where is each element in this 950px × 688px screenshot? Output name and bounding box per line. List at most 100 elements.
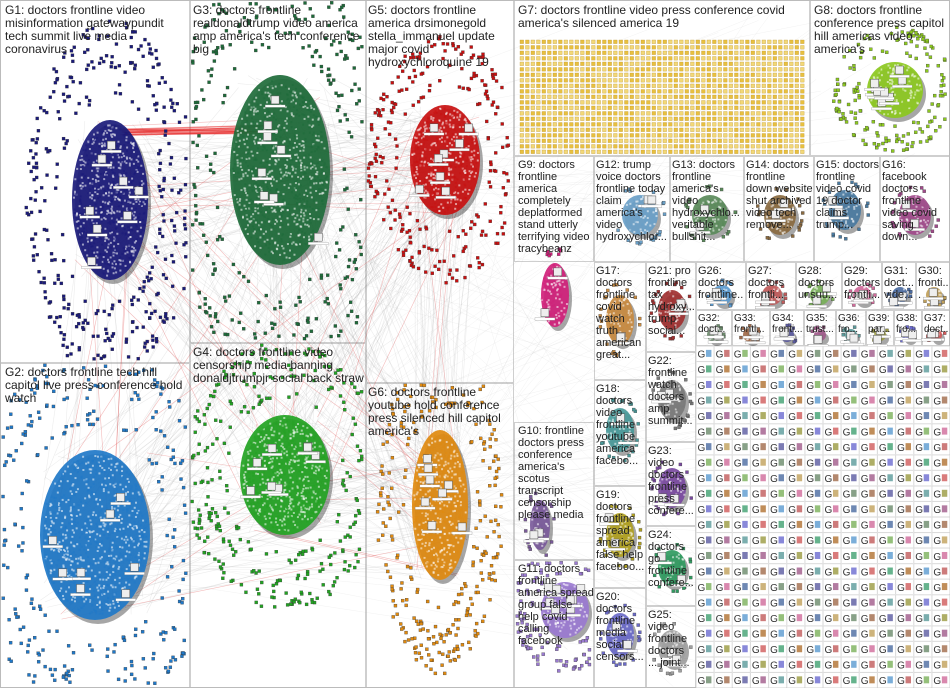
node	[252, 385, 257, 389]
node	[74, 554, 77, 557]
node	[292, 421, 295, 424]
node	[68, 549, 71, 552]
node	[302, 106, 305, 109]
node	[273, 112, 276, 115]
node	[92, 141, 95, 144]
node	[267, 91, 270, 94]
node	[287, 167, 290, 170]
node-avatar	[119, 176, 128, 186]
node	[294, 303, 298, 307]
node	[112, 127, 115, 130]
edge	[88, 102, 677, 498]
node	[292, 146, 295, 149]
node	[197, 291, 201, 295]
node	[74, 584, 77, 587]
node	[278, 439, 281, 442]
node	[113, 252, 116, 255]
node	[34, 175, 39, 180]
node	[97, 462, 100, 465]
node	[171, 260, 176, 264]
node	[101, 586, 104, 589]
node	[283, 484, 286, 487]
node	[249, 547, 253, 551]
node	[129, 672, 134, 677]
node	[294, 171, 297, 174]
edge	[122, 128, 251, 132]
node	[91, 422, 95, 427]
node	[150, 265, 154, 269]
node	[75, 557, 78, 560]
node	[110, 168, 113, 171]
node	[70, 668, 75, 672]
node	[252, 505, 255, 508]
node	[118, 559, 121, 562]
node	[275, 137, 278, 140]
node	[326, 175, 329, 178]
node	[84, 175, 87, 178]
node	[129, 553, 132, 556]
node	[88, 540, 91, 543]
node	[114, 42, 119, 46]
node	[109, 255, 112, 258]
node	[102, 578, 105, 581]
node	[96, 177, 99, 180]
node	[132, 254, 135, 257]
node	[184, 255, 188, 259]
node	[107, 194, 110, 197]
node	[107, 221, 110, 224]
edge	[286, 202, 463, 420]
node	[109, 572, 112, 575]
node	[49, 252, 54, 256]
node	[168, 162, 173, 166]
node	[273, 307, 277, 311]
node	[329, 334, 333, 339]
node	[253, 100, 256, 103]
node	[157, 184, 161, 189]
node	[89, 486, 92, 489]
node	[288, 184, 291, 187]
node	[322, 172, 325, 175]
node	[130, 256, 133, 259]
node	[82, 581, 85, 584]
node	[36, 660, 41, 664]
node	[143, 557, 146, 560]
node	[126, 543, 129, 546]
node	[114, 198, 117, 201]
node	[319, 562, 324, 566]
edge	[136, 155, 453, 459]
node	[117, 64, 122, 68]
node	[278, 215, 281, 218]
node	[124, 160, 127, 163]
node	[286, 510, 289, 513]
node	[241, 127, 244, 130]
node	[118, 545, 121, 548]
node	[112, 557, 115, 560]
node	[137, 160, 140, 163]
node	[111, 546, 114, 549]
node	[280, 478, 283, 481]
node	[173, 658, 178, 662]
node	[140, 529, 143, 532]
node	[264, 221, 267, 224]
node	[115, 526, 118, 529]
node	[115, 263, 118, 266]
node	[103, 457, 106, 460]
node	[92, 409, 96, 413]
node	[115, 544, 118, 547]
node	[259, 441, 262, 444]
node	[259, 161, 262, 164]
node	[87, 98, 92, 103]
node	[118, 195, 121, 198]
node-label-bar	[115, 598, 136, 602]
node	[121, 635, 126, 639]
node	[299, 177, 302, 180]
node	[335, 520, 340, 524]
node	[139, 538, 142, 541]
node	[236, 143, 239, 146]
node	[105, 572, 108, 575]
node	[77, 504, 80, 507]
node	[257, 592, 261, 596]
node	[138, 160, 141, 163]
node	[118, 173, 121, 176]
node	[294, 182, 297, 185]
